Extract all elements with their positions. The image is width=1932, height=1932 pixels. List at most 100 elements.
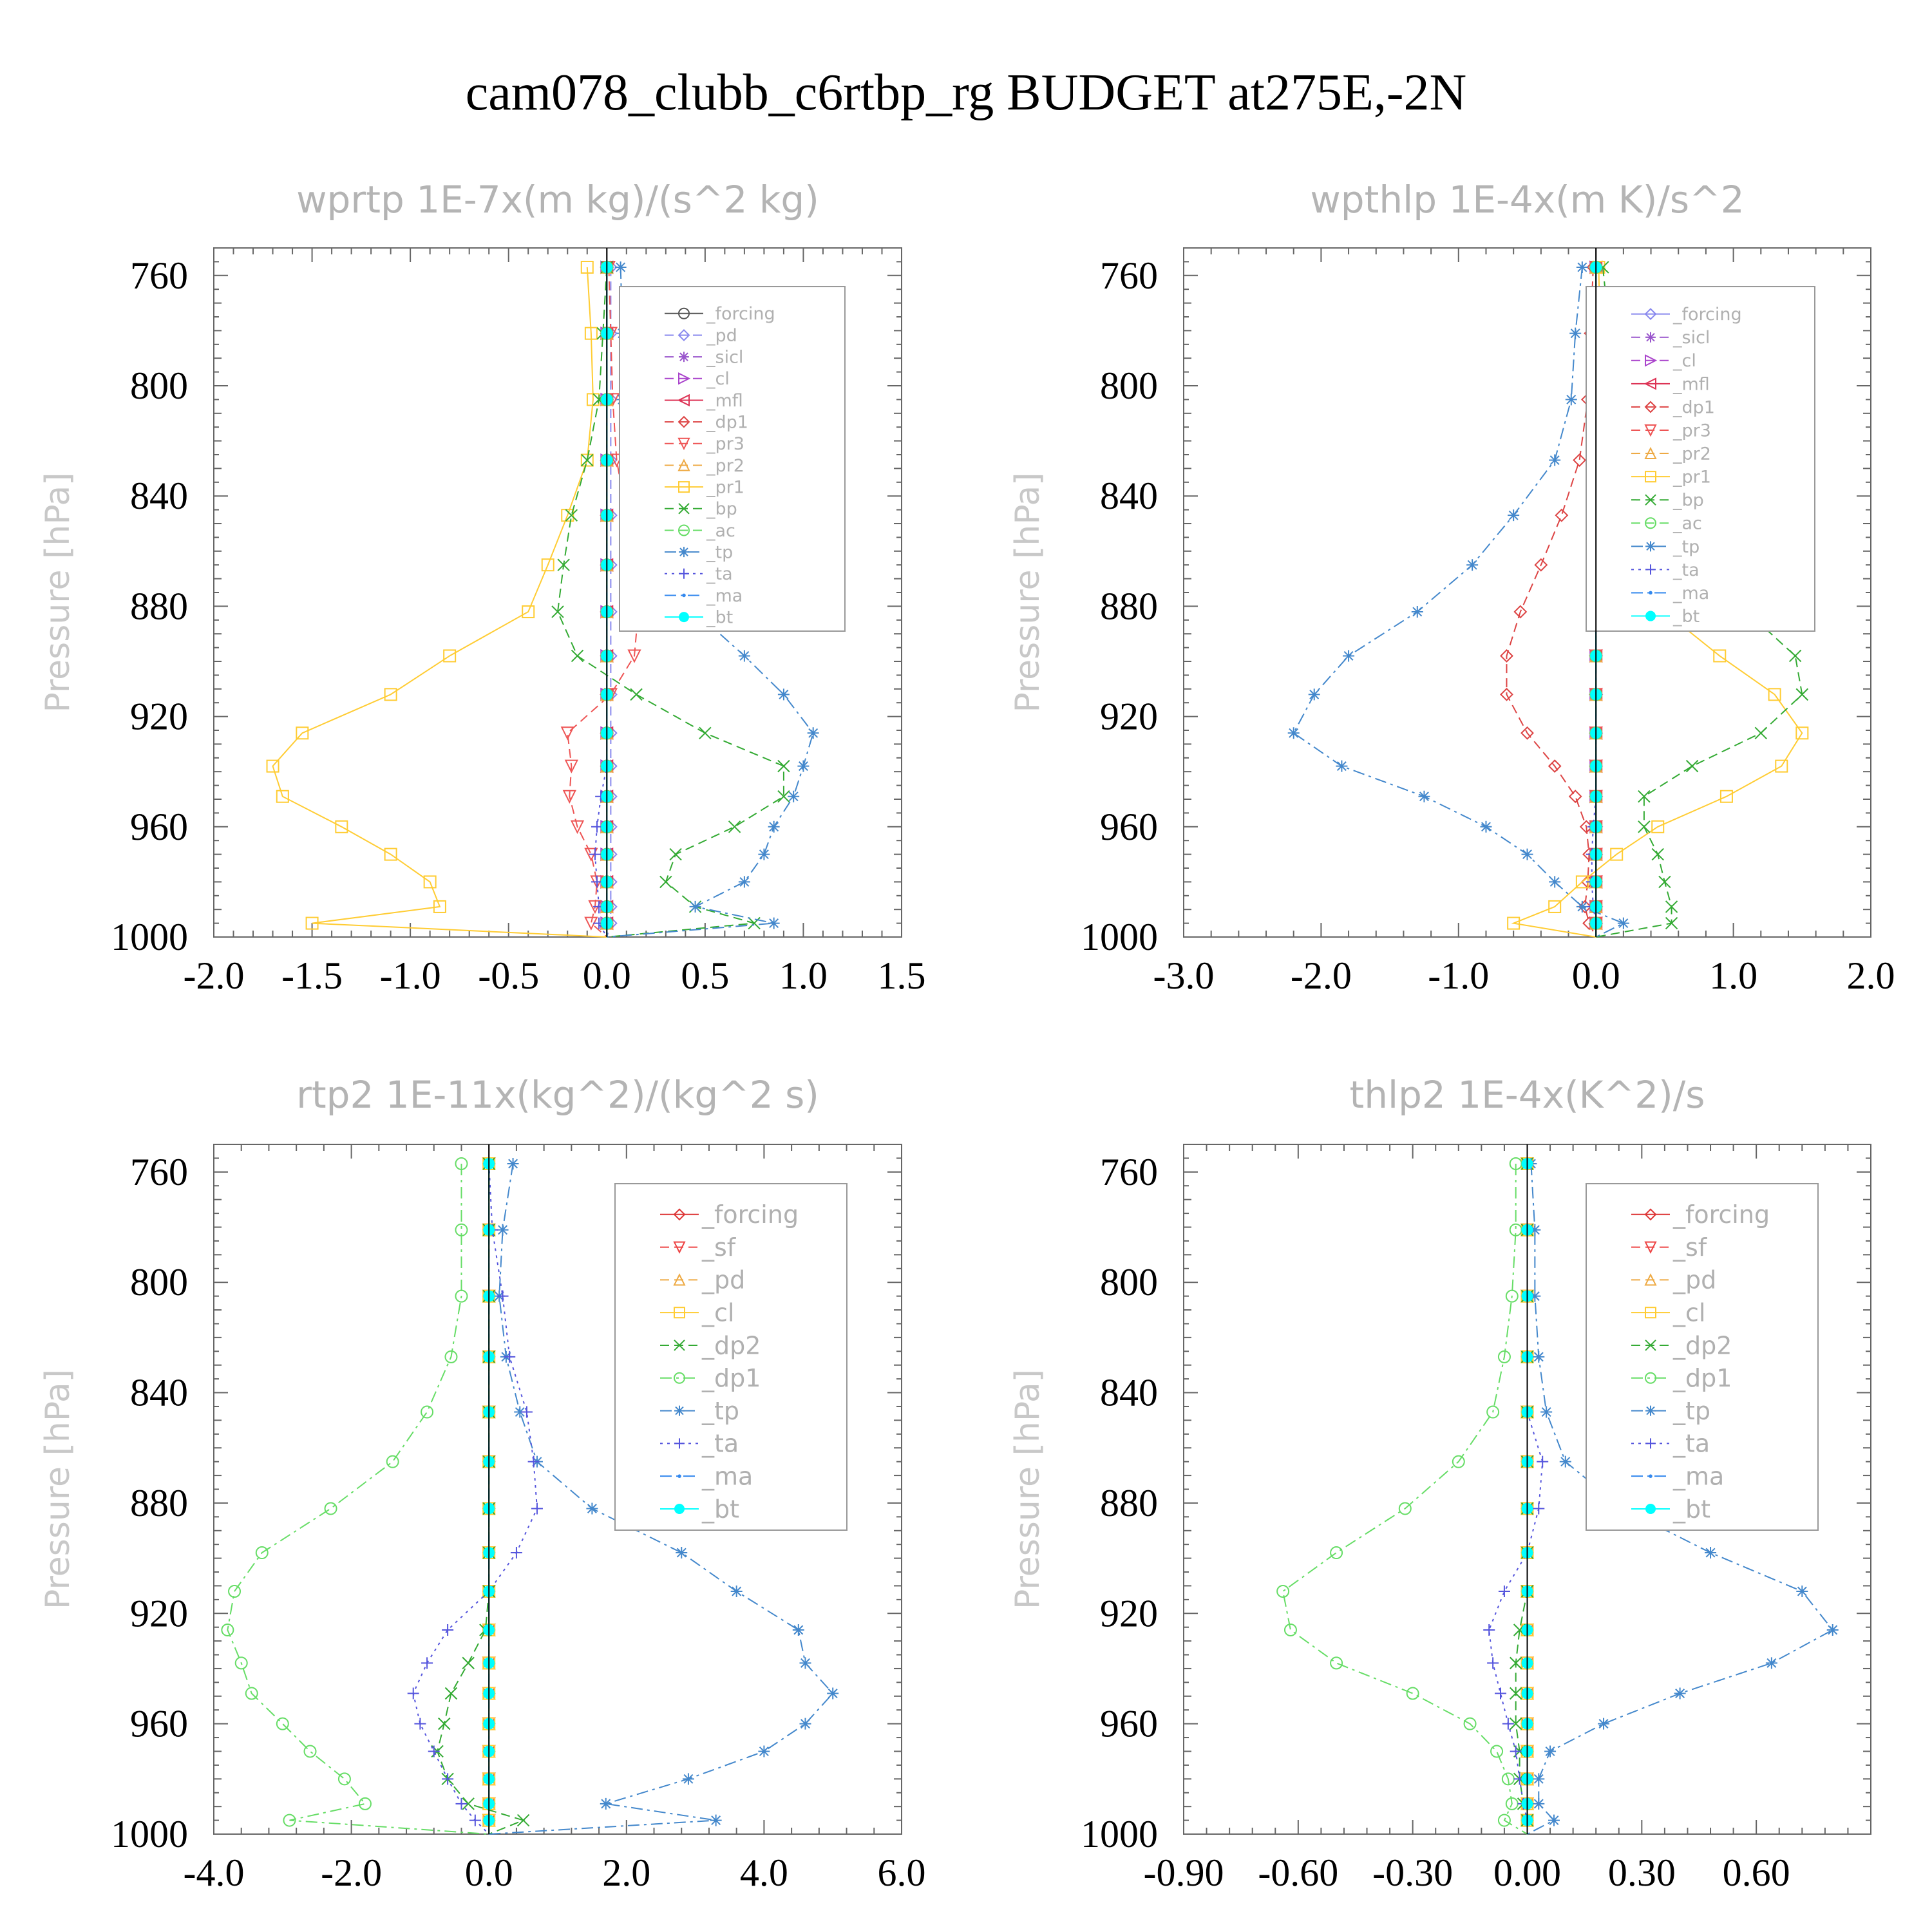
data-point [699,726,712,739]
legend-marker [674,1340,685,1351]
data-point [1466,559,1479,571]
legend-entry: _ma [1672,1462,1724,1490]
data-point [1406,1687,1419,1700]
y-tick-label: 920 [1100,1592,1158,1634]
data-point [799,1718,811,1730]
data-point [386,1455,399,1468]
legend-entry: _ta [701,1430,739,1458]
legend-entry: _pr2 [706,456,744,476]
legend-marker [1644,446,1657,460]
panel-1: wprtp 1E-7x(m kg)/(s^2 kg) Pressure [hPa]… [39,178,926,997]
data-point [1534,558,1548,572]
series-line [606,267,612,938]
data-point [627,649,641,663]
data-point [1674,1687,1686,1700]
legend-marker [1645,494,1656,506]
y-tick-label: 880 [1100,1482,1158,1524]
data-point [659,875,672,889]
legend-marker [1645,564,1656,575]
data-point [1754,726,1767,739]
legend-marker [678,481,690,493]
data-point [738,876,750,888]
y-tick-label: 760 [1100,1151,1158,1193]
data-point [541,558,554,572]
data-point [1665,916,1678,930]
data-point [669,848,682,861]
series-line [1506,267,1597,938]
data-point [1569,327,1582,339]
legend-marker [1644,308,1657,321]
data-point [522,605,535,618]
series-tp [1525,1157,1839,1835]
data-point [1463,1717,1477,1730]
legend-entry: _forcing [701,1200,799,1229]
data-point [1795,726,1809,740]
data-point [455,1223,468,1236]
y-tick-label: 840 [1100,1372,1158,1414]
data-point [1495,1687,1507,1700]
data-point [591,820,603,833]
y-tick-label: 920 [1100,696,1158,738]
legend-entry: _mfl [706,391,743,411]
data-point [1486,1405,1500,1419]
data-point [1651,848,1664,861]
data-point [1559,1455,1571,1468]
x-tick-label: 0.0 [465,1852,513,1894]
legend-marker [679,612,689,623]
legend-entry: _bp [1672,491,1704,511]
series-dp1 [1276,1157,1528,1835]
legend-entry: _tp [706,543,733,563]
legend-entry: _pr3 [1672,421,1711,440]
legend-entry: _dp2 [701,1331,761,1359]
data-point [1497,1350,1511,1363]
data-point [1719,790,1733,803]
series-ta [407,1157,543,1835]
legend-marker [1645,1405,1656,1416]
data-point [561,509,574,522]
data-point [777,688,790,701]
legend-entry: _sf [701,1233,737,1262]
x-tick-label: -3.0 [1153,954,1215,997]
data-point [797,760,810,772]
data-point [562,790,576,804]
data-point [1510,1687,1522,1700]
data-point [516,1814,530,1827]
data-point [438,1717,451,1730]
panel-2: wpthlp 1E-4x(m K)/s^2 Pressure [hPa] 760 80… [1009,178,1895,997]
legend-marker [682,593,686,598]
series-ta [589,261,613,938]
data-point [276,1717,289,1730]
legend-entry: _cl [1672,1298,1705,1327]
legend-marker [1643,377,1656,390]
data-point [1576,261,1588,273]
legend-entry: _cl [701,1298,734,1327]
data-point [1537,1455,1549,1468]
y-tick-label: 800 [1100,1261,1158,1303]
data-point [455,1157,468,1170]
data-point [1480,820,1492,833]
legend-marker [674,1307,685,1319]
legend-entry: _sicl [1672,328,1710,348]
data-point [1308,688,1320,701]
data-point [1533,1797,1545,1810]
legend-marker [1644,401,1657,413]
legend-marker [1645,471,1656,483]
data-point [296,726,309,740]
legend-entry: _pr3 [706,434,744,454]
y-tick-label: 760 [130,1151,188,1193]
data-point [1510,1656,1522,1670]
y-axis-label: Pressure [hPa] [39,1369,77,1609]
legend-marker [678,503,690,515]
legend-marker [677,459,690,471]
data-point [1533,1502,1545,1515]
data-point [1638,820,1651,833]
legend-entry: _cl [706,369,730,389]
data-point [266,759,279,773]
data-point [728,820,741,833]
data-point [337,1772,351,1786]
data-point [1705,1547,1717,1559]
legend-entry: _bp [706,499,737,519]
data-point [414,1718,426,1730]
data-point [514,1406,526,1418]
